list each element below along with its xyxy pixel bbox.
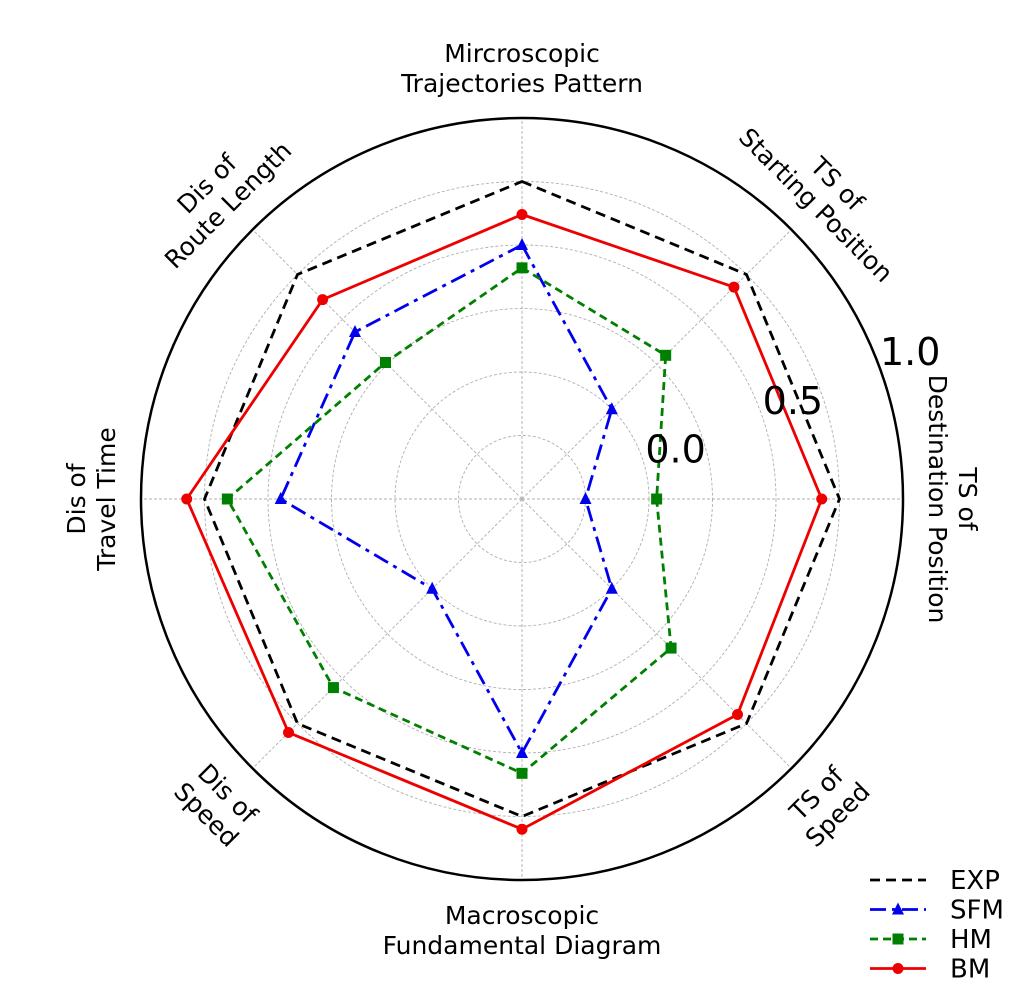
data-point-hm <box>665 642 677 654</box>
series-layer <box>181 179 842 835</box>
data-point-hm <box>221 493 233 505</box>
axis-label-line: Dis of <box>62 462 91 534</box>
data-point-bm <box>728 281 740 293</box>
legend-marker <box>892 933 904 945</box>
grid-layer <box>139 116 905 882</box>
legend-entry-sfm: SFM <box>870 896 1004 926</box>
data-point-bm <box>816 493 828 505</box>
legend-entry-hm: HM <box>870 925 992 955</box>
axis-label-line: Destination Position <box>923 375 952 624</box>
series-hm <box>221 262 677 779</box>
data-point-bm <box>283 726 295 738</box>
polar-frame <box>139 116 905 882</box>
data-point-hm <box>516 262 528 274</box>
axis-label-dis_tt: Dis of Travel Time <box>62 427 121 571</box>
legend-marker <box>892 902 904 915</box>
axis-label-line: TS of <box>953 466 982 531</box>
data-point-sfm <box>605 581 618 594</box>
grid-spoke <box>521 498 792 769</box>
series-bm <box>181 209 828 835</box>
data-point-sfm <box>274 492 287 504</box>
grid-spoke <box>252 498 523 769</box>
legend-entry-exp: EXP <box>870 866 1000 896</box>
series-sfm <box>274 238 618 758</box>
data-point-bm <box>732 709 744 721</box>
data-point-bm <box>516 823 528 835</box>
series-line-bm <box>185 213 824 831</box>
axis-label-line: Mircroscopic <box>444 39 600 68</box>
legend-label: BM <box>950 955 990 985</box>
data-point-hm <box>516 767 528 779</box>
data-point-sfm <box>605 402 618 415</box>
data-point-hm <box>380 357 392 369</box>
data-point-hm <box>327 682 339 694</box>
data-point-sfm <box>348 324 361 337</box>
legend-label: SFM <box>950 896 1004 926</box>
axis-label-line: Fundamental Diagram <box>383 931 662 960</box>
data-point-hm <box>651 493 663 505</box>
series-line-exp <box>202 179 842 819</box>
axis-label-line: Travel Time <box>92 427 121 571</box>
data-point-hm <box>660 349 672 361</box>
axis-label-line: Trajectories Pattern <box>400 69 643 98</box>
data-point-bm <box>516 209 528 221</box>
data-point-bm <box>181 493 193 505</box>
legend-label: HM <box>950 925 992 955</box>
data-point-sfm <box>579 492 592 504</box>
data-point-sfm <box>426 581 439 594</box>
tick-labels: 0.0 0.5 1.0 <box>645 330 940 471</box>
radial-tick-label: 0.5 <box>763 379 823 423</box>
axis-label-line: Macroscopic <box>445 901 599 930</box>
legend-label: EXP <box>950 866 1000 896</box>
legend-entry-bm: BM <box>870 955 990 985</box>
series-line-sfm <box>278 243 614 756</box>
series-exp <box>202 179 842 819</box>
data-point-bm <box>317 294 329 306</box>
radial-tick-label: 0.0 <box>645 427 705 471</box>
legend-marker <box>892 963 904 974</box>
radial-tick-label: 1.0 <box>880 330 940 374</box>
data-point-sfm <box>516 238 528 250</box>
data-point-sfm <box>516 746 528 758</box>
